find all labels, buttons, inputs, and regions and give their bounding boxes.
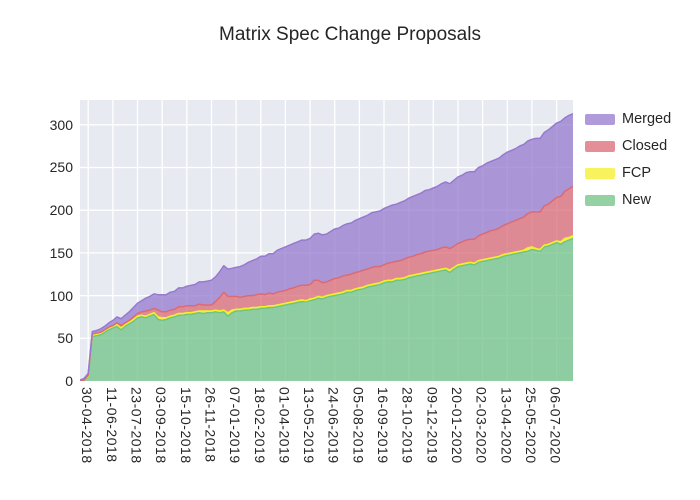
legend-item-closed: Closed — [585, 133, 671, 160]
legend-label-fcp: FCP — [622, 165, 651, 181]
x-tick-label: 30-04-2018 — [79, 387, 96, 464]
chart-svg — [80, 100, 573, 381]
legend-label-new: New — [622, 192, 652, 208]
area-line-fcp — [80, 235, 573, 381]
y-tick-label: 100 — [49, 287, 73, 304]
area-line-closed — [80, 185, 573, 381]
area-lines — [80, 113, 573, 381]
x-tick-label: 05-08-2019 — [350, 387, 367, 464]
legend-swatch-merged-icon — [585, 114, 615, 125]
x-tick-label: 23-07-2018 — [128, 387, 145, 464]
x-tick-label: 02-03-2020 — [473, 387, 490, 464]
x-tick-label: 26-11-2018 — [202, 387, 219, 463]
legend-label-merged: Merged — [622, 111, 672, 127]
legend-item-new: New — [585, 187, 671, 214]
x-tick-label: 16-09-2019 — [375, 387, 392, 464]
x-tick-label: 01-04-2019 — [276, 387, 293, 464]
x-tick-label: 13-05-2019 — [301, 387, 318, 464]
x-tick-label: 09-12-2019 — [424, 387, 441, 464]
y-tick-label: 300 — [49, 116, 73, 133]
area-line-merged — [80, 113, 573, 381]
x-tick-label: 06-07-2020 — [547, 387, 564, 464]
x-tick-label: 13-04-2020 — [498, 387, 515, 464]
x-tick-label: 07-01-2019 — [227, 387, 244, 464]
y-tick-label: 0 — [65, 373, 73, 389]
y-tick-label: 150 — [49, 244, 73, 261]
legend-label-closed: Closed — [622, 138, 668, 154]
x-tick-label: 15-10-2018 — [177, 387, 194, 464]
legend-item-fcp: FCP — [585, 160, 671, 187]
area-band-merged — [80, 113, 573, 381]
area-band-closed — [80, 186, 573, 381]
plot-area — [80, 100, 573, 381]
legend-swatch-new-icon — [585, 195, 615, 206]
legend-item-merged: Merged — [585, 106, 671, 133]
x-tick-label: 03-09-2018 — [153, 387, 170, 464]
area-line-new — [80, 237, 573, 381]
y-tick-label: 250 — [49, 159, 73, 176]
legend-swatch-closed-icon — [585, 141, 615, 152]
x-tick-label: 18-02-2019 — [251, 387, 268, 464]
chart-title: Matrix Spec Change Proposals — [219, 24, 481, 45]
area-bands — [80, 113, 573, 381]
y-tick-label: 50 — [57, 330, 73, 347]
y-tick-label: 200 — [49, 202, 73, 219]
legend-swatch-fcp-icon — [585, 168, 615, 179]
legend: Merged Closed FCP New — [585, 106, 671, 214]
area-band-new — [80, 238, 573, 381]
x-tick-label: 20-01-2020 — [448, 387, 465, 464]
x-tick-label: 24-06-2019 — [325, 387, 342, 464]
x-tick-label: 11-06-2018 — [103, 387, 120, 463]
x-tick-label: 28-10-2019 — [399, 387, 416, 464]
x-tick-label: 25-05-2020 — [522, 387, 539, 464]
